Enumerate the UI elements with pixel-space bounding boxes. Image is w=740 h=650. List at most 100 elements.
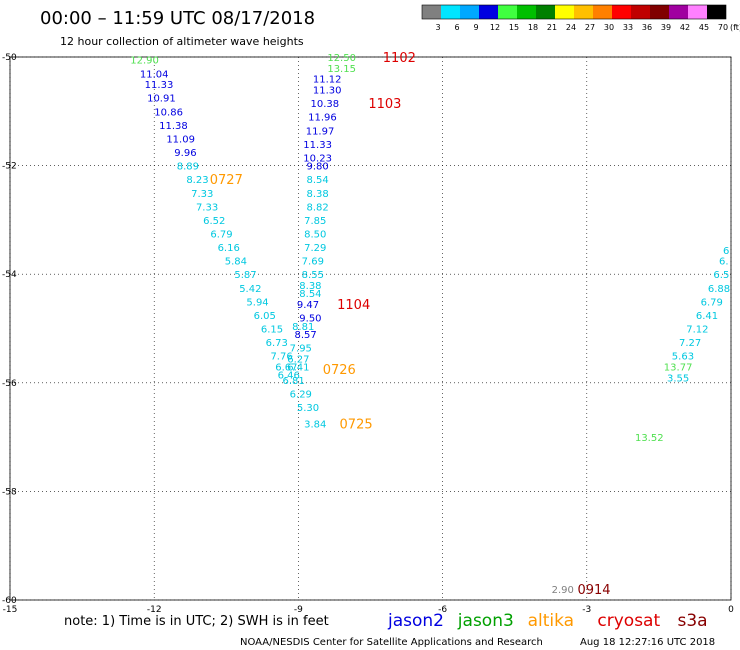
wave-height-values: 11.0411.3310.9110.8611.3811.099.9611.121… <box>130 53 730 596</box>
data-point: 8.81 <box>292 322 314 333</box>
scale-label: 12 <box>490 23 500 32</box>
scale-label: 27 <box>585 23 595 32</box>
data-point: 9.47 <box>297 300 319 311</box>
scale-swatch <box>574 5 593 19</box>
data-point: 5.63 <box>672 352 694 363</box>
scale-swatch <box>612 5 631 19</box>
data-point: 6.05 <box>254 311 276 322</box>
scale-swatch <box>498 5 517 19</box>
data-point: 5.30 <box>297 403 319 414</box>
data-point: 10.86 <box>154 107 183 118</box>
footer-note: note: 1) Time is in UTC; 2) SWH is in fe… <box>64 614 329 629</box>
data-point: 6.67 <box>275 363 297 374</box>
data-point: 2.90 <box>552 585 574 596</box>
scale-label: 39 <box>661 23 671 32</box>
data-point: 9.96 <box>174 148 196 159</box>
satellite-name: jason3 <box>457 611 514 631</box>
data-point: 7.33 <box>191 189 213 200</box>
data-point: 3.55 <box>667 373 689 384</box>
pass-number: 1102 <box>383 51 416 66</box>
scale-frame <box>421 4 727 20</box>
satellite-name: cryosat <box>597 611 660 631</box>
data-point: 11.09 <box>166 134 195 145</box>
data-point: 11.96 <box>308 113 337 124</box>
data-point: 8.82 <box>306 202 328 213</box>
y-tick-label: -54 <box>2 270 17 280</box>
x-tick-label: -9 <box>294 605 303 615</box>
data-point: 7.33 <box>196 202 218 213</box>
data-point: 6.79 <box>701 297 723 308</box>
y-tick-label: -60 <box>2 596 17 606</box>
data-point: 8.57 <box>294 330 316 341</box>
data-point: 6.29 <box>290 390 312 401</box>
data-point: 6.41 <box>287 363 309 374</box>
x-tick-label: -15 <box>3 605 18 615</box>
data-point: 6.27 <box>287 354 309 365</box>
data-point: 6.41 <box>696 311 718 322</box>
data-point: 11.30 <box>313 86 342 97</box>
data-point: 8.38 <box>299 281 321 292</box>
scale-label: 70 <box>718 23 728 32</box>
data-point: 7.29 <box>304 243 326 254</box>
x-tick-label: 0 <box>728 605 734 615</box>
chart-title: 00:00 – 11:59 UTC 08/17/2018 <box>40 8 315 29</box>
data-point: 8.38 <box>306 189 328 200</box>
data-point: 11.38 <box>159 121 188 132</box>
data-point: 6.15 <box>261 325 283 336</box>
data-point: 11.33 <box>303 140 332 151</box>
scale-label: 6 <box>454 23 459 32</box>
satellite-legend: jason2 jason3 altika cryosat s3a <box>387 611 708 631</box>
pass-number: 0914 <box>577 583 610 598</box>
scale-label: 33 <box>623 23 633 32</box>
data-point: 13.77 <box>664 363 693 374</box>
data-point: 6.16 <box>218 243 240 254</box>
data-point: 6.52 <box>203 216 225 227</box>
satellite-name: altika <box>528 611 575 631</box>
scale-label: 30 <box>604 23 614 32</box>
scale-label: 21 <box>547 23 557 32</box>
data-point: 11.33 <box>145 80 174 91</box>
data-point: 10.91 <box>147 94 176 105</box>
data-point: 12.90 <box>130 56 159 67</box>
data-point: 7.27 <box>679 338 701 349</box>
data-point: 6.73 <box>266 338 288 349</box>
scale-label: 9 <box>473 23 478 32</box>
pass-number: 0726 <box>323 363 356 378</box>
scale-label: 42 <box>680 23 690 32</box>
pass-number: 0725 <box>340 418 373 433</box>
data-point: 6. <box>719 257 729 268</box>
data-point: 9.50 <box>299 314 321 325</box>
data-point: 12.50 <box>327 53 356 64</box>
satellite-name: s3a <box>678 611 708 631</box>
scale-label: 24 <box>566 23 576 32</box>
plot-frame <box>9 56 732 601</box>
data-point: 11.97 <box>306 126 335 137</box>
data-point: 8.54 <box>306 175 328 186</box>
chart-subtitle: 12 hour collection of altimeter wave hei… <box>60 35 304 48</box>
scale-swatch <box>479 5 498 19</box>
data-point: 6.79 <box>210 229 232 240</box>
scale-label: 45 <box>699 23 709 32</box>
x-tick-label: -3 <box>582 605 591 615</box>
data-point: 6.5 <box>713 270 729 281</box>
pass-number: 0727 <box>210 173 243 188</box>
pass-labels: 1102 1103 0727 1104 0726 0725 0914 <box>210 51 611 598</box>
data-point: 7.12 <box>686 325 708 336</box>
scale-swatch <box>460 5 479 19</box>
scale-label: 18 <box>528 23 538 32</box>
data-point: 13.52 <box>635 433 664 444</box>
scale-label: 36 <box>642 23 652 32</box>
plot-grid <box>9 56 732 601</box>
x-tick-label: -12 <box>147 605 162 615</box>
data-point: 8.23 <box>186 175 208 186</box>
data-point: 6.88 <box>708 284 730 295</box>
timestamp: Aug 18 12:27:16 UTC 2018 <box>580 637 715 648</box>
scale-swatch <box>441 5 460 19</box>
data-point: 6 <box>723 246 729 257</box>
y-tick-label: -58 <box>2 487 17 497</box>
data-point: 7.85 <box>304 216 326 227</box>
pass-number: 1104 <box>337 298 370 313</box>
data-point: 11.04 <box>140 69 169 80</box>
data-point: 6.81 <box>282 376 304 387</box>
